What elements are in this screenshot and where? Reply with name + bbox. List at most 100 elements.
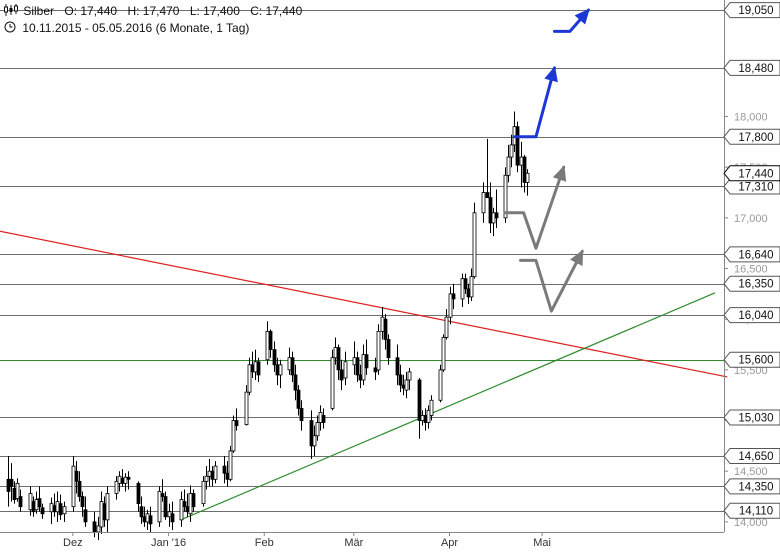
candle-body: [361, 354, 366, 381]
current-price-label: 17,440: [738, 168, 773, 180]
candle-body: [139, 506, 144, 518]
candle-body: [213, 465, 218, 480]
level-label-box: [723, 59, 780, 76]
level-label: 17,800: [738, 132, 773, 144]
candle-body: [503, 174, 508, 219]
candle-body: [525, 172, 530, 183]
level-label: 16,350: [738, 279, 773, 291]
y-tick-label: 14,500: [734, 466, 768, 478]
candle-body: [485, 192, 490, 199]
x-tick-label: Jan '16: [151, 537, 186, 549]
candle-body: [170, 513, 175, 523]
level-label-box: [723, 275, 780, 292]
candle-body: [383, 318, 388, 340]
candle-body: [83, 509, 88, 523]
level-label: 18,480: [738, 63, 773, 75]
candle-body: [272, 349, 277, 366]
candle-body: [40, 507, 45, 515]
candle-body: [265, 330, 270, 361]
candle-body: [207, 470, 212, 477]
candle-body: [136, 482, 141, 505]
candle-body: [278, 364, 283, 376]
candle-body: [74, 470, 79, 482]
candle-body: [49, 503, 54, 513]
candle-body: [185, 506, 190, 513]
candle-body: [160, 493, 165, 497]
candle-body: [34, 499, 39, 511]
candle-body: [62, 506, 67, 515]
candle-body: [222, 465, 227, 474]
candle-body: [339, 369, 344, 381]
ohlc-header: Silber O: 17,440 H: 17,470 L: 17,400 C: …: [4, 4, 309, 18]
candle-body: [376, 330, 381, 371]
candle-body: [145, 513, 150, 523]
y-tick-label: 17,000: [734, 213, 768, 225]
level-label-box: [723, 409, 780, 426]
candle-body: [268, 330, 273, 350]
candle-body: [250, 364, 255, 373]
candle-body: [438, 369, 443, 401]
scenario-arrow: [503, 165, 566, 250]
candle-body: [321, 415, 326, 423]
candle-body: [182, 501, 187, 508]
resistance-trendline: [0, 230, 728, 378]
candle-body: [373, 367, 378, 373]
scenario-arrowhead: [552, 165, 567, 182]
candle-body: [296, 389, 301, 409]
level-label: 14,350: [738, 481, 773, 493]
candle-body: [234, 420, 239, 426]
candle-body: [18, 496, 23, 508]
candle-body: [466, 288, 471, 298]
candle-body: [15, 482, 20, 499]
candle-body: [515, 126, 520, 166]
candle-body: [210, 470, 215, 480]
candle-body: [80, 496, 85, 508]
candle-body: [398, 374, 403, 386]
candle-body: [330, 357, 335, 409]
level-label: 15,600: [738, 355, 773, 367]
level-label-box: [723, 502, 780, 519]
scenario-arrowhead: [544, 65, 558, 83]
candle-body: [429, 399, 434, 416]
candle-body: [244, 391, 249, 425]
candle-body: [188, 493, 193, 515]
candle-body: [31, 501, 36, 513]
candle-body: [491, 212, 496, 224]
candle-body: [364, 354, 369, 369]
candle-body: [472, 212, 477, 278]
x-tick-label: Mai: [533, 537, 551, 549]
candle-body: [9, 478, 14, 487]
candle-body: [343, 361, 348, 379]
candle-body: [120, 477, 125, 484]
candle-body: [148, 515, 153, 525]
candle-body: [117, 475, 122, 484]
level-label: 16,040: [738, 310, 773, 322]
candle-body: [333, 347, 338, 359]
candle-body: [358, 374, 363, 381]
candle-body: [481, 192, 486, 214]
high-value: H: 17,470: [127, 4, 180, 18]
candle-body: [179, 499, 184, 521]
candle-body: [380, 316, 385, 332]
candle-body: [469, 276, 474, 298]
candle-body: [488, 197, 493, 224]
candle-body: [52, 505, 57, 513]
candle-body: [395, 357, 400, 376]
candle-body: [451, 293, 456, 300]
candle-body: [407, 371, 412, 381]
close-value: C: 17,440: [250, 4, 303, 18]
level-label-box: [723, 246, 780, 263]
candle-body: [441, 337, 446, 371]
period-range: 10.11.2015 - 05.05.2016 (6 Monate, 1 Tag…: [22, 21, 250, 35]
x-tick-label: Mär: [344, 537, 363, 549]
candle-body: [228, 450, 233, 480]
level-label: 14,110: [739, 506, 773, 518]
candle-body: [522, 156, 527, 183]
candle-body: [355, 357, 360, 376]
candle-body: [28, 493, 33, 511]
candle-body: [290, 357, 295, 376]
candle-body: [423, 415, 428, 423]
open-value: O: 17,440: [64, 4, 118, 18]
period-row: 10.11.2015 - 05.05.2016 (6 Monate, 1 Tag…: [4, 21, 256, 35]
